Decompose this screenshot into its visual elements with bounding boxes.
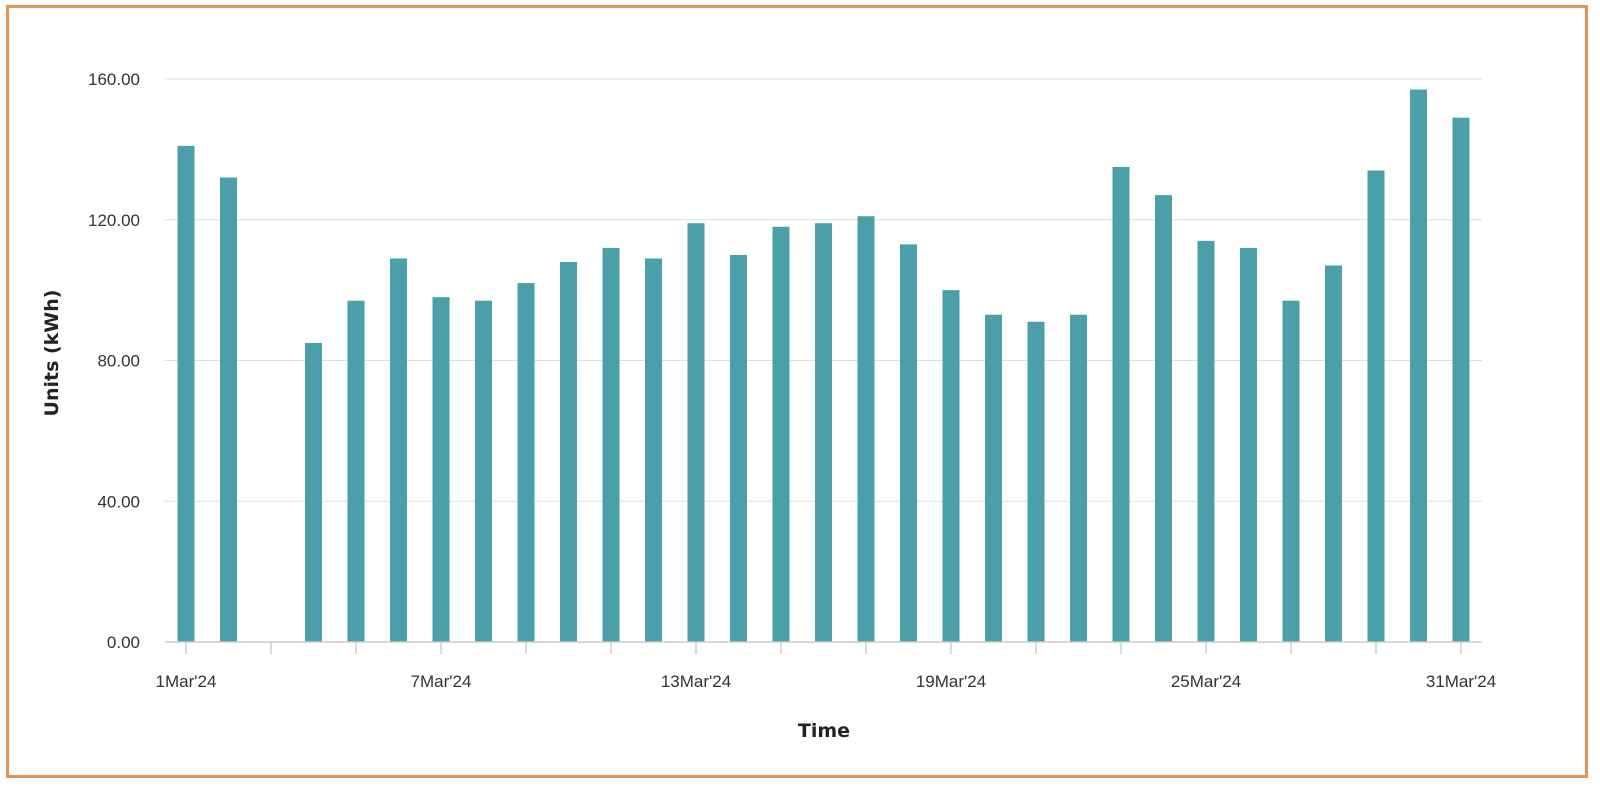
bar xyxy=(1197,240,1215,643)
bar xyxy=(645,258,662,642)
bar xyxy=(390,258,407,642)
y-tick-label: 160.00 xyxy=(88,70,140,89)
y-tick-label: 120.00 xyxy=(88,211,140,230)
bar xyxy=(1112,166,1130,642)
bar xyxy=(900,244,917,642)
y-tick-label: 40.00 xyxy=(97,492,140,511)
bar xyxy=(560,261,577,642)
bar xyxy=(1282,300,1300,642)
bar xyxy=(687,223,705,643)
bar xyxy=(730,254,747,642)
bar xyxy=(432,297,450,642)
bar xyxy=(942,290,960,642)
bar xyxy=(1410,89,1427,642)
bar xyxy=(772,226,790,642)
x-tick-label: 31Mar'24 xyxy=(1426,672,1496,691)
x-tick-label: 25Mar'24 xyxy=(1171,672,1241,691)
x-axis-title: Time xyxy=(798,720,850,742)
x-tick-label: 13Mar'24 xyxy=(661,672,731,691)
bar xyxy=(1240,247,1257,642)
y-tick-label: 0.00 xyxy=(107,633,140,652)
x-axis-tick-labels: 1Mar'24 7Mar'24 13Mar'24 19Mar'24 25Mar'24 31… xyxy=(156,672,1497,691)
bar xyxy=(1155,195,1172,642)
y-axis-title: Units (kWh) xyxy=(41,290,63,417)
bars xyxy=(177,89,1470,643)
bar xyxy=(347,300,365,642)
x-axis xyxy=(165,641,1482,654)
bar xyxy=(305,342,322,642)
bar xyxy=(475,300,492,642)
bar xyxy=(1070,314,1087,642)
bar xyxy=(857,216,875,642)
y-tick-label: 80.00 xyxy=(97,352,140,371)
x-tick-label: 1Mar'24 xyxy=(156,672,217,691)
x-tick-label: 19Mar'24 xyxy=(916,672,986,691)
bar xyxy=(1027,321,1045,642)
bar xyxy=(815,223,832,643)
chart-frame xyxy=(6,5,1588,778)
bar xyxy=(220,177,237,642)
bar xyxy=(1452,117,1470,643)
bar xyxy=(1325,265,1342,642)
bar xyxy=(517,283,535,642)
bar xyxy=(985,314,1002,642)
x-tick-label: 7Mar'24 xyxy=(411,672,472,691)
y-axis-tick-labels: 0.00 40.00 80.00 120.00 160.00 xyxy=(88,70,140,652)
bar xyxy=(1367,170,1385,643)
bar xyxy=(602,247,620,642)
bar xyxy=(177,145,195,642)
